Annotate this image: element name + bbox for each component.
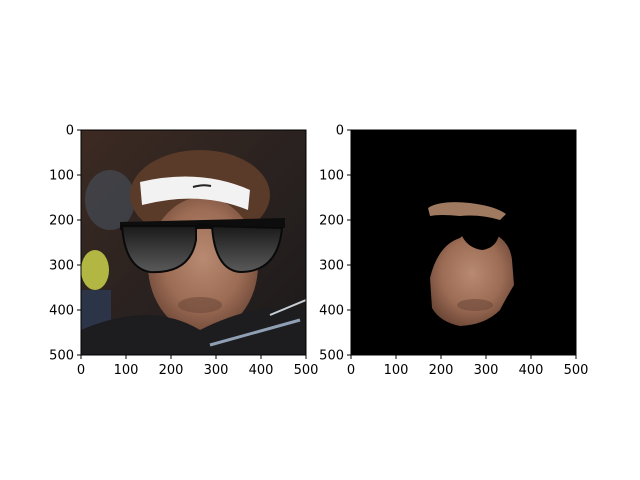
right-ytick-label: 300: [319, 259, 344, 274]
right-axes-frame: [350, 129, 577, 356]
right-xtick-label: 200: [429, 363, 454, 378]
left-xtick-label: 0: [77, 363, 85, 378]
left-ytick-label: 400: [49, 304, 74, 319]
right-ytick-label: 500: [319, 349, 344, 364]
right-mask: [351, 130, 576, 355]
left-xtick-label: 300: [204, 363, 229, 378]
right-xtick-label: 300: [474, 363, 499, 378]
right-ytick-label: 400: [319, 304, 344, 319]
left-ytick-label: 300: [49, 259, 74, 274]
right-xtick-label: 500: [564, 363, 589, 378]
right-ytick-label: 200: [319, 214, 344, 229]
left-xtick-label: 200: [159, 363, 184, 378]
left-ytick-label: 0: [66, 124, 74, 139]
right-ytick-label: 100: [319, 169, 344, 184]
left-xtick-label: 400: [249, 363, 274, 378]
left-xtick-label: 500: [294, 363, 319, 378]
right-xtick-label: 400: [519, 363, 544, 378]
right-ytick-label: 0: [336, 124, 344, 139]
right-image-panel: [350, 129, 577, 356]
left-ytick-label: 500: [49, 349, 74, 364]
left-photo: [81, 130, 306, 355]
left-xtick-label: 100: [114, 363, 139, 378]
left-ytick-label: 100: [49, 169, 74, 184]
left-image-panel: [80, 129, 307, 356]
left-axes-frame: [80, 129, 307, 356]
right-xtick-label: 100: [384, 363, 409, 378]
left-ytick-label: 200: [49, 214, 74, 229]
right-xtick-label: 0: [347, 363, 355, 378]
